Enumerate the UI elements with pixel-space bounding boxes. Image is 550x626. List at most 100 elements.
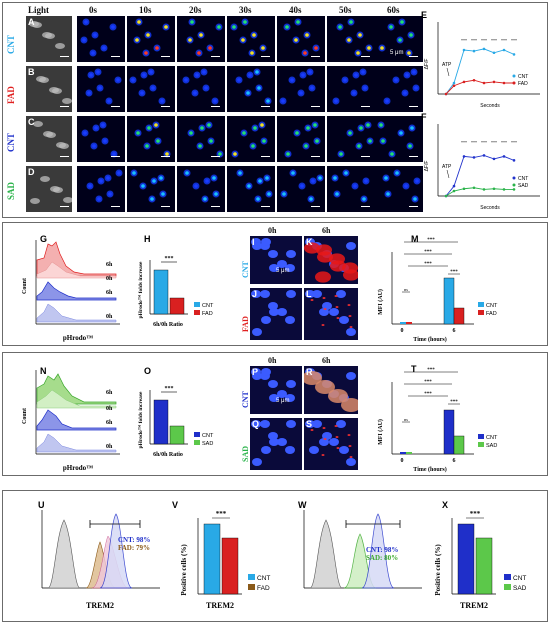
nucleus (305, 290, 315, 298)
imaging-tile-c-2 (127, 116, 175, 162)
imaging-tile-d-5 (277, 166, 325, 212)
phrodo-signal (334, 424, 338, 428)
bar-chart-m-tick-6: 6 (453, 328, 456, 334)
chartE-marks-cnt-point (452, 81, 456, 85)
histogram-g-tag-3: 6h (106, 290, 113, 296)
nucleus (286, 250, 296, 258)
chart-f-legend-cnt: CNT (518, 176, 528, 182)
chartF-marks-other-point (502, 188, 506, 191)
phrodo-signal (342, 262, 358, 274)
nucleus (251, 420, 261, 428)
scale-bar (111, 56, 120, 57)
phrodo-signal (323, 307, 327, 311)
chart-f: ΔF/F Seconds ATP *** *** *** *** *** *** CNT … (424, 124, 540, 211)
histogram-g-ylabel: Count (22, 278, 28, 294)
phrodo-signal (334, 294, 338, 298)
scale-bar (211, 56, 220, 57)
imaging-tile-c-3 (177, 116, 225, 162)
imaging-tile-b-5 (277, 66, 325, 112)
nucleus (346, 458, 356, 466)
chartF-marks-sig-mark: *** (511, 140, 517, 145)
nucleus (339, 446, 349, 454)
histogram-n-xlabel: pHrodo™ (63, 464, 93, 472)
chartE-marks-cnt-point (492, 51, 496, 55)
nucleus (319, 308, 329, 316)
nucleus (260, 420, 270, 428)
imaging-tile-b-6 (327, 66, 375, 112)
panel-letter-q: Q (252, 419, 260, 429)
bar-chart-h-legend-fad: FAD (202, 311, 213, 317)
imaging-tile-d-4 (227, 166, 275, 212)
nucleus (336, 420, 346, 428)
scale-bar (261, 206, 270, 207)
nucleus (261, 368, 271, 376)
histogram-n-tag-4: 0h (106, 444, 113, 450)
phrodo-signal (348, 314, 352, 318)
chartE-marks-sig-mark: *** (501, 38, 507, 43)
imaging-tile-a-7 (375, 16, 423, 62)
micrograph-q (250, 418, 302, 470)
phrodo-signal (322, 296, 326, 300)
histogram-n-tag-2: 0h (106, 406, 113, 412)
nucleus (336, 290, 346, 298)
bar-chart-t: MFI (AU) 0 6 Time (hours) *** *** *** **… (377, 368, 498, 473)
micrograph-p (250, 366, 302, 414)
micrograph-k (304, 236, 358, 284)
row-label-a: CNT (6, 34, 16, 54)
phrodo-signal (304, 371, 322, 385)
phrodo-signal (335, 305, 339, 309)
panel-letter-l: L (306, 289, 312, 299)
panel-letter-s: S (306, 419, 313, 429)
phrodo-signal (348, 444, 352, 448)
chartF-marks-cnt-point (512, 159, 516, 162)
bar-chart-t-ylabel: MFI (AU) (377, 419, 384, 445)
nucleus (269, 394, 279, 402)
scale-bar (409, 56, 418, 57)
imaging-tile-a-2 (127, 16, 175, 62)
histogram-w: CNT: 98% SAD: 80% (303, 510, 422, 589)
chartF-marks-cnt-point (492, 157, 496, 161)
panel-letter-j: J (252, 289, 258, 299)
chartE-marks-other-point (462, 80, 466, 84)
col-header-4: 30s (239, 5, 252, 15)
imaging-tile-c-1 (77, 116, 125, 162)
scale-bar (161, 106, 170, 107)
bar-chart-m-ylabel: MFI (AU) (377, 289, 384, 315)
nucleus (286, 380, 296, 388)
micro2-col-6h: 6h (322, 356, 331, 365)
bar-chart-v-xlabel: TREM2 (206, 601, 234, 610)
nucleus (251, 290, 261, 298)
bar-chart-m-legend-cnt: CNT (486, 303, 498, 309)
chart-f-atp: ATP (442, 164, 452, 170)
histogram-w-cnt-text: CNT: 98% (366, 546, 398, 554)
scale-bar (409, 206, 418, 207)
chartF-marks-sig-mark: *** (471, 140, 477, 145)
nucleus (252, 372, 262, 380)
chartE-marks-sig-mark: *** (481, 38, 487, 43)
chartE-marks-other-point (444, 92, 448, 96)
bar-chart-h-ylabel: pHrodo™ folds increase (138, 261, 144, 318)
chartF-marks-other-point (472, 186, 476, 190)
nucleus (268, 250, 278, 258)
row-label-d: SAD (6, 181, 16, 200)
phrodo-signal (341, 398, 358, 412)
panel-letter-n: N (40, 366, 47, 376)
chart-e-legend-fad: FAD (518, 81, 528, 87)
panel-letter-i: I (252, 237, 255, 247)
chart-e-atp: ATP (442, 62, 452, 68)
panel-letter-x: X (442, 500, 449, 510)
imaging-tile-d-3 (177, 166, 225, 212)
phrodo-signal (323, 437, 327, 441)
chartF-marks-other-point (462, 187, 466, 191)
scale-bar (161, 206, 170, 207)
scale-bar (60, 106, 69, 107)
nucleus (305, 420, 315, 428)
scale-bar (261, 106, 270, 107)
nucleus (346, 372, 356, 380)
nucleus (312, 420, 322, 428)
panel-letter-m: M (411, 234, 419, 244)
nucleus (261, 446, 271, 454)
bar-chart-v-sig: *** (216, 510, 227, 518)
bar-chart-o-xlabel: 6h/0h Ratio (153, 452, 183, 458)
micro2-scale-label: 5 μm (276, 398, 290, 404)
